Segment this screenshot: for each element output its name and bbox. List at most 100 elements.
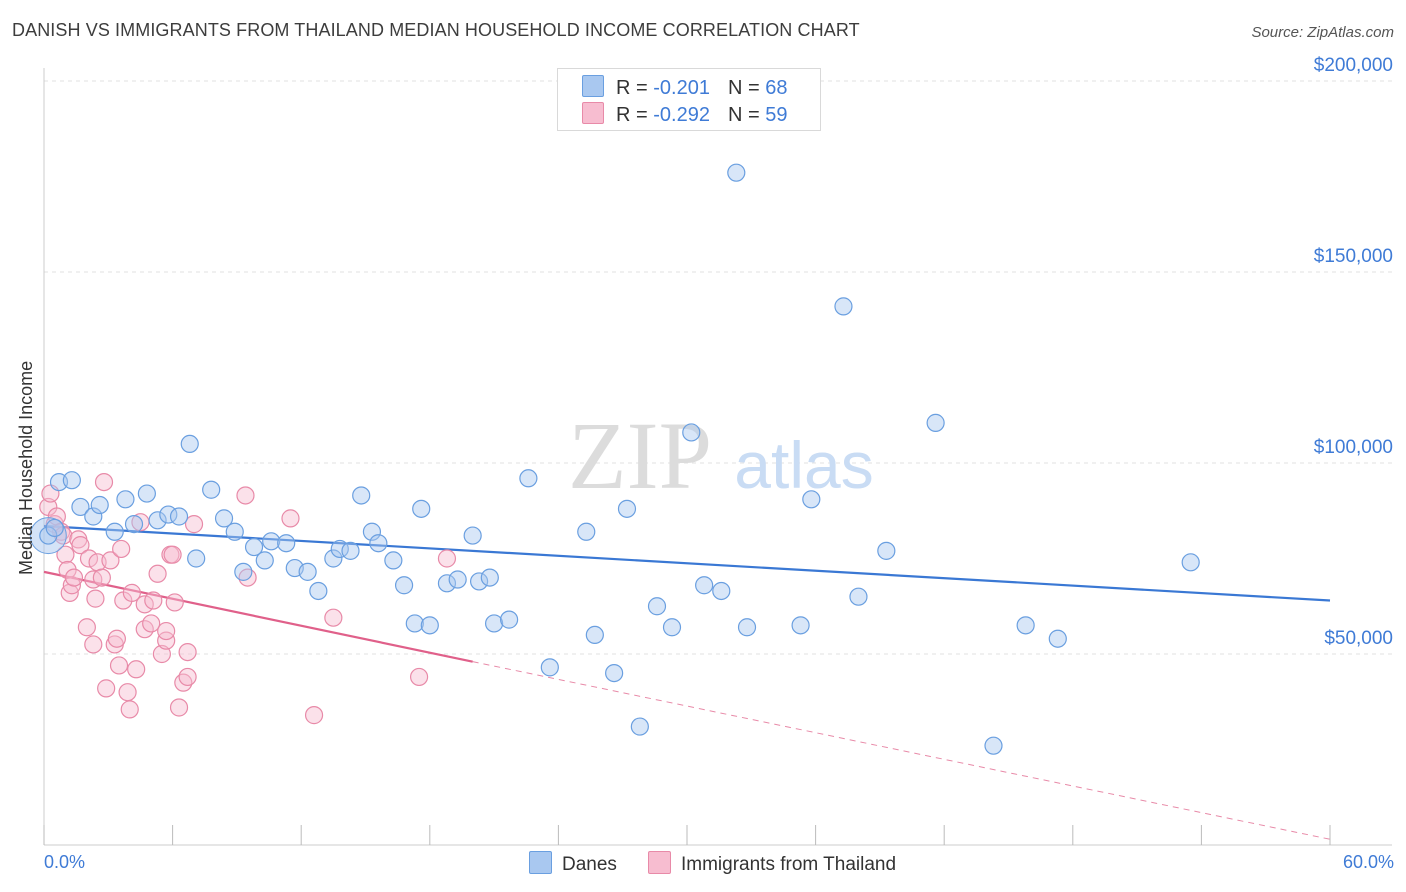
danes-point bbox=[84, 507, 103, 526]
danes-point bbox=[420, 616, 439, 635]
grid-lines bbox=[44, 80, 1392, 655]
thailand-point bbox=[152, 644, 171, 664]
danes-point bbox=[585, 625, 604, 645]
thailand-point bbox=[437, 549, 457, 568]
danes-point bbox=[124, 515, 144, 534]
watermark: ZIP atlas bbox=[568, 402, 874, 509]
danes-point bbox=[45, 518, 64, 538]
danes-point bbox=[448, 570, 467, 589]
n-value: 59 bbox=[765, 104, 788, 126]
trend-line-danes bbox=[43, 524, 1331, 602]
thailand-point bbox=[157, 621, 176, 641]
correlation-legend: R = -0.201 N = 68 R = -0.292 N = 59 bbox=[557, 68, 821, 131]
thailand-point bbox=[409, 667, 429, 687]
danes-point bbox=[802, 490, 821, 509]
thailand-point bbox=[304, 706, 324, 725]
y-tick-label: $200,000 bbox=[1314, 55, 1393, 76]
danes-point bbox=[277, 534, 296, 553]
legend-swatch-danes bbox=[529, 851, 552, 874]
thailand-point bbox=[79, 549, 99, 568]
danes-point bbox=[469, 572, 489, 591]
danes-point bbox=[500, 610, 519, 629]
thailand-point bbox=[71, 536, 90, 555]
thailand-point bbox=[77, 618, 96, 637]
danes-point bbox=[485, 614, 504, 633]
thailand-point bbox=[101, 551, 120, 570]
thailand-point bbox=[135, 595, 154, 614]
x-tick-max: 60.0% bbox=[1342, 852, 1394, 872]
danes-point bbox=[577, 522, 596, 541]
thailand-point bbox=[84, 635, 103, 654]
danes-point bbox=[662, 618, 682, 637]
danes-point bbox=[309, 581, 328, 601]
thailand-point bbox=[324, 608, 343, 627]
axes bbox=[43, 68, 1392, 846]
danes-point bbox=[90, 495, 109, 515]
danes-point bbox=[394, 576, 414, 595]
y-axis-title: Median Household Income bbox=[16, 360, 36, 575]
danes-point bbox=[791, 616, 810, 635]
r-label: R = bbox=[616, 77, 654, 99]
thailand-point bbox=[163, 545, 182, 564]
danes-point bbox=[437, 574, 457, 593]
danes-point bbox=[137, 484, 156, 503]
thailand-point bbox=[109, 656, 129, 675]
thailand-point bbox=[122, 583, 141, 602]
thailand-point bbox=[178, 642, 197, 662]
legend-label-danes: Danes bbox=[562, 854, 617, 875]
y-tick-labels: $50,000 $100,000 $150,000 $200,000 bbox=[1314, 55, 1393, 649]
danes-point bbox=[405, 614, 424, 633]
y-tick-label: $100,000 bbox=[1314, 437, 1393, 458]
legend-item-danes[interactable]: Danes bbox=[529, 851, 617, 876]
danes-point-large bbox=[29, 517, 67, 555]
danes-point bbox=[255, 551, 274, 570]
danes-point bbox=[262, 532, 281, 551]
danes-point bbox=[187, 549, 206, 568]
danes-point bbox=[605, 663, 624, 683]
danes-point bbox=[202, 480, 221, 499]
legend-label-thailand: Immigrants from Thailand bbox=[681, 854, 897, 875]
danes-point bbox=[180, 434, 199, 453]
legend-item-thailand[interactable]: Immigrants from Thailand bbox=[648, 851, 896, 876]
thailand-point bbox=[157, 631, 176, 650]
danes-point bbox=[225, 522, 244, 541]
danes-point bbox=[617, 499, 637, 518]
thailand-point bbox=[184, 515, 204, 534]
danes-point bbox=[737, 618, 757, 637]
danes-point bbox=[324, 549, 343, 568]
danes-point bbox=[298, 562, 317, 581]
danes-point bbox=[234, 562, 253, 581]
y-tick-label: $150,000 bbox=[1314, 246, 1393, 267]
danes-point bbox=[984, 736, 1003, 755]
danes-point bbox=[877, 541, 896, 560]
trend-line-thailand bbox=[43, 570, 473, 663]
thailand-point bbox=[107, 629, 126, 648]
r-value: -0.292 bbox=[653, 104, 710, 126]
danes-point bbox=[1181, 553, 1200, 572]
danes-point bbox=[682, 423, 701, 442]
danes-point bbox=[712, 581, 731, 601]
danes-point bbox=[244, 537, 264, 557]
source-label: Source: ZipAtlas.com bbox=[1251, 24, 1394, 41]
x-tick-min: 0.0% bbox=[44, 852, 86, 872]
thailand-point bbox=[236, 486, 255, 505]
danes-point bbox=[148, 511, 167, 530]
y-tick-label: $50,000 bbox=[1324, 628, 1393, 649]
legend-row-thailand: R = -0.292 N = 59 bbox=[582, 102, 788, 126]
thailand-point bbox=[148, 564, 167, 583]
danes-point bbox=[519, 469, 538, 488]
r-label: R = bbox=[616, 104, 654, 126]
danes-point bbox=[62, 471, 81, 490]
data-points bbox=[29, 163, 1200, 755]
chart-title: DANISH VS IMMIGRANTS FROM THAILAND MEDIA… bbox=[12, 20, 860, 40]
thailand-point bbox=[86, 589, 105, 608]
thailand-point bbox=[94, 473, 114, 492]
thailand-point bbox=[178, 667, 197, 687]
danes-point bbox=[341, 541, 360, 560]
danes-point bbox=[849, 587, 868, 606]
watermark-atlas: atlas bbox=[734, 428, 873, 502]
danes-point bbox=[1016, 616, 1035, 635]
thailand-point bbox=[169, 698, 189, 717]
n-value: 68 bbox=[765, 77, 788, 99]
r-value: -0.201 bbox=[653, 77, 710, 99]
